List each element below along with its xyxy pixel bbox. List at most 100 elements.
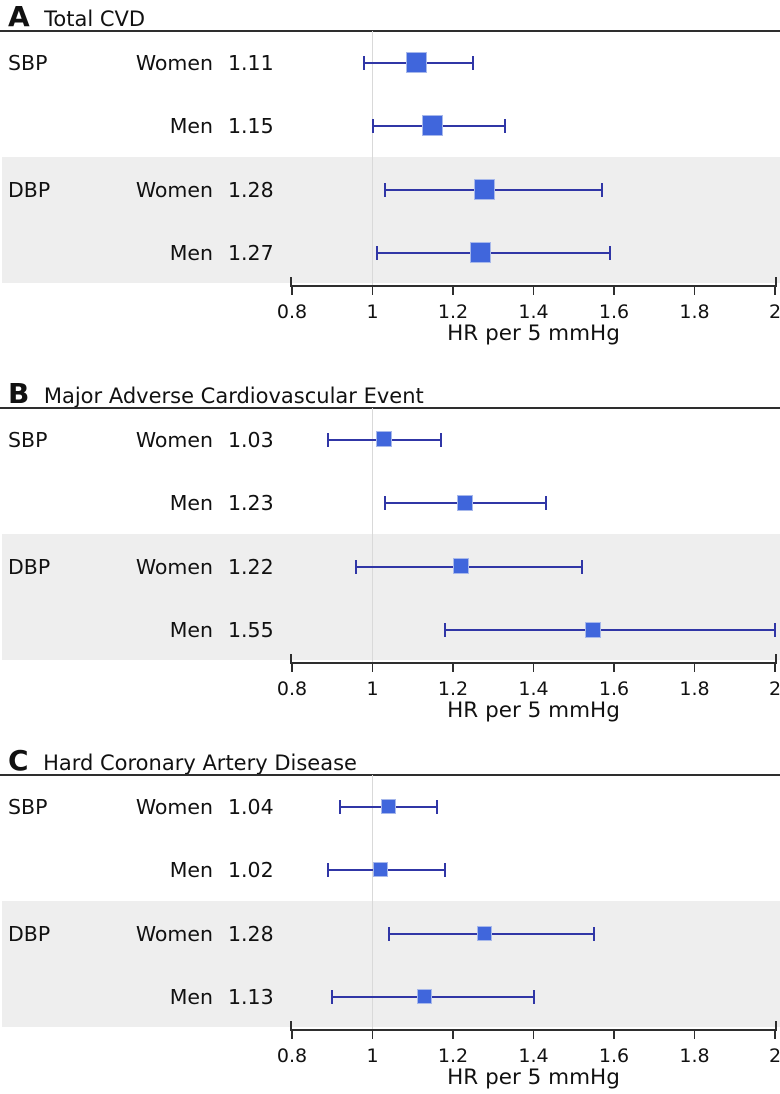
x-axis-tick-label: 0.8 [276, 301, 308, 323]
x-axis-tick [613, 287, 615, 295]
x-axis-tick-label: 1.8 [679, 1045, 710, 1067]
hr-marker [585, 621, 602, 638]
x-axis-end-riser [775, 1021, 777, 1029]
sex-label: Women [135, 50, 213, 75]
x-axis-tick [532, 664, 535, 672]
ci-cap-right [774, 623, 776, 638]
x-axis-tick-label: 1 [366, 1045, 379, 1067]
sex-label: Men [169, 114, 213, 139]
x-axis-tick [452, 664, 454, 672]
hr-marker [405, 51, 427, 73]
ci-cap-left [387, 926, 390, 941]
group-label: DBP [8, 554, 51, 579]
x-axis-tick [452, 287, 454, 295]
sex-label: Men [169, 491, 213, 516]
sex-label: Women [135, 177, 213, 202]
ci-cap-right [443, 863, 446, 878]
ci-cap-left [443, 623, 446, 638]
group-label: DBP [8, 177, 51, 202]
panel-letter: B [8, 377, 30, 410]
x-axis-tick [291, 664, 293, 672]
hr-marker [380, 798, 396, 814]
shaded-band [2, 157, 780, 283]
x-axis-tick [371, 664, 374, 672]
hr-value: 1.55 [228, 618, 274, 643]
header-rule [0, 774, 780, 776]
ci-cap-right [472, 55, 475, 70]
x-axis-tick [613, 1031, 615, 1039]
ci-cap-right [600, 182, 603, 197]
x-axis-end-riser [775, 277, 777, 285]
x-axis-tick-label: 1.6 [598, 301, 630, 323]
x-axis-tick-label: 1.8 [679, 678, 710, 700]
hr-value: 1.13 [228, 985, 274, 1010]
hr-marker [372, 862, 388, 878]
reference-line [371, 775, 374, 1029]
x-axis-tick [371, 1031, 374, 1039]
panel-letter: C [8, 744, 30, 777]
ci-cap-left [371, 119, 374, 134]
hr-marker [416, 989, 432, 1005]
x-axis-line [290, 285, 777, 287]
x-axis-tick-label: 0.8 [276, 678, 308, 700]
x-axis-tick-label: 2 [768, 301, 780, 323]
hr-marker [452, 558, 469, 575]
panel-title: Hard Coronary Artery Disease [43, 751, 357, 775]
x-axis-tick [532, 287, 535, 295]
panel-mace: B Major Adverse Cardiovascular Event SBP… [0, 377, 780, 727]
x-axis-line [290, 1029, 777, 1031]
sex-label: Women [135, 921, 213, 946]
group-label: SBP [8, 427, 48, 452]
panel-hard-cad: C Hard Coronary Artery Disease SBP Women 1… [0, 744, 780, 1094]
x-axis-tick-label: 2 [768, 678, 780, 700]
hr-marker [456, 494, 473, 511]
x-axis-end-riser [290, 654, 292, 662]
forest-plot-area: SBP Women 1.11 Men 1.15 DBP Women 1.28 Men 1.27 0.… [0, 0, 780, 350]
sex-label: Men [169, 241, 213, 266]
x-axis-tick [693, 1031, 696, 1039]
hr-value: 1.11 [228, 50, 274, 75]
ci-cap-right [544, 496, 547, 511]
x-axis-tick-label: 1.6 [598, 678, 630, 700]
panel-title: Total CVD [44, 7, 146, 31]
ci-cap-right [609, 246, 611, 261]
ci-cap-left [383, 496, 386, 511]
sex-label: Women [135, 427, 213, 452]
x-axis-end-riser [290, 277, 292, 285]
x-axis-tick [371, 287, 374, 295]
ci-line [332, 996, 534, 999]
x-axis-tick-label: 1.6 [598, 1045, 630, 1067]
x-axis-tick [774, 1031, 776, 1039]
hr-value: 1.02 [228, 858, 274, 883]
ci-cap-left [383, 182, 386, 197]
hr-value: 1.23 [228, 491, 274, 516]
sex-label: Men [169, 618, 213, 643]
x-axis-tick [291, 287, 293, 295]
hr-marker [376, 431, 393, 448]
sex-label: Men [169, 858, 213, 883]
ci-cap-right [592, 926, 595, 941]
shaded-band [2, 534, 780, 660]
ci-cap-right [504, 119, 507, 134]
x-axis-tick [613, 664, 615, 672]
header-rule [0, 407, 780, 409]
x-axis-end-riser [290, 1021, 292, 1029]
group-label: SBP [8, 794, 48, 819]
x-axis-tick-label: 1.4 [518, 1045, 549, 1067]
x-axis-tick [693, 664, 696, 672]
ci-cap-left [339, 799, 342, 814]
x-axis-tick-label: 1.2 [437, 301, 469, 323]
header-rule [0, 30, 780, 32]
forest-plot-area: SBP Women 1.03 Men 1.23 DBP Women 1.22 Men 1.55 0.… [0, 377, 780, 727]
ci-cap-left [327, 432, 330, 447]
sex-label: Women [135, 554, 213, 579]
ci-cap-right [439, 432, 442, 447]
panel-letter: A [8, 0, 31, 33]
hr-value: 1.03 [228, 427, 274, 452]
x-axis-tick [693, 287, 696, 295]
ci-cap-left [355, 559, 358, 574]
x-axis-tick-label: 1.8 [679, 301, 710, 323]
x-axis-title: HR per 5 mmHg [447, 1065, 620, 1090]
x-axis-tick-label: 1 [366, 301, 379, 323]
